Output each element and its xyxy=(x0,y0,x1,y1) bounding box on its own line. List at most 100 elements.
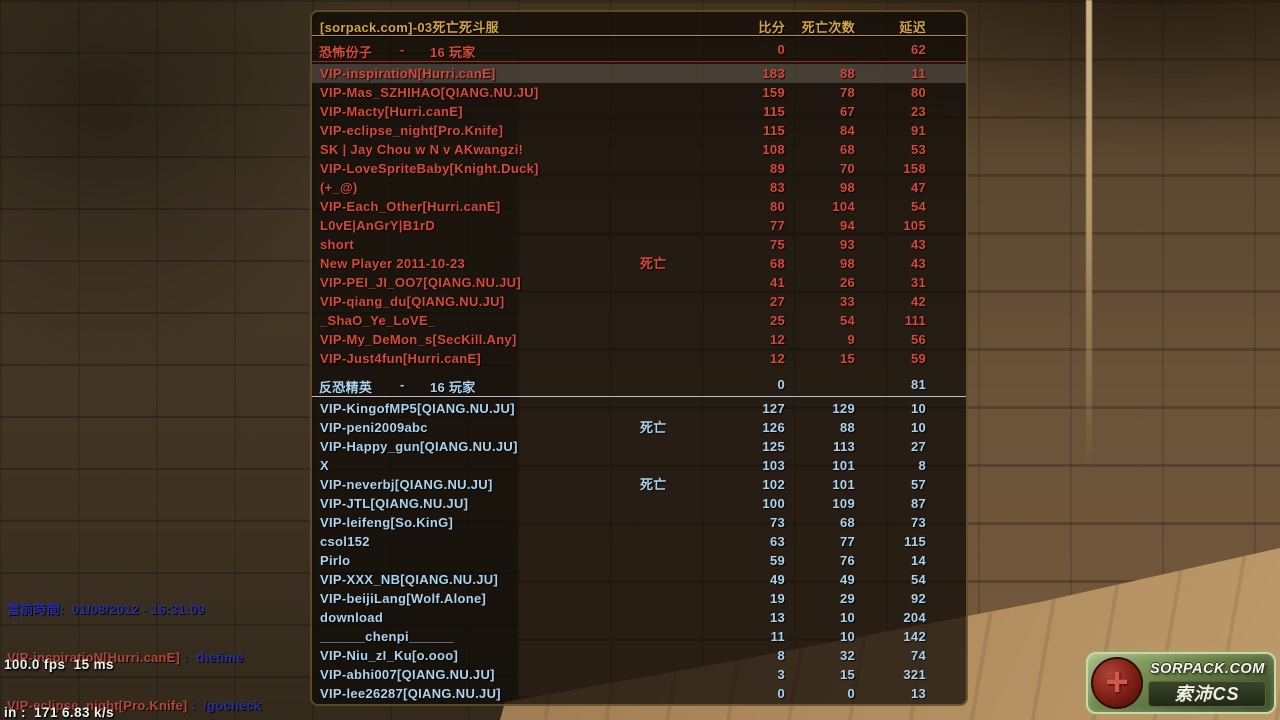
player-row[interactable]: _ShaO_Ye_LoVE_ 25 54 111 xyxy=(312,311,966,330)
player-latency: 92 xyxy=(910,591,926,606)
sorpack-watermark: + SORPACK.COM 索沛CS xyxy=(1086,652,1276,714)
player-name: VIP-eclipse_night[Pro.Knife] xyxy=(320,123,504,138)
sorpack-cn-band: 索沛CS xyxy=(1148,681,1266,707)
player-name: VIP-Macty[Hurri.canE] xyxy=(320,104,463,119)
player-row[interactable]: VIP-leifeng[So.KinG] 73 68 73 xyxy=(312,513,966,532)
team-section-counter-terrorists: 反恐精英 - 16 玩家 0 81 VIP-KingofMP5[QIANG.NU… xyxy=(312,377,966,703)
player-row[interactable]: L0vE|AnGrY|B1rD 77 94 105 xyxy=(312,216,966,235)
sorpack-cn-label: 索沛CS xyxy=(1174,684,1240,704)
player-name: X xyxy=(320,458,329,473)
player-row[interactable]: VIP-Each_Other[Hurri.canE] 80 104 54 xyxy=(312,197,966,216)
player-latency: 43 xyxy=(910,256,926,271)
player-name: VIP-Each_Other[Hurri.canE] xyxy=(320,199,501,214)
player-row[interactable]: VIP-peni2009abc 死亡 126 88 10 xyxy=(312,418,966,437)
player-name: Pirlo xyxy=(320,553,351,568)
player-row[interactable]: csol152 63 77 115 xyxy=(312,532,966,551)
dead-status-label: 死亡 xyxy=(640,477,667,492)
player-score: 126 xyxy=(762,420,785,435)
player-row[interactable]: X 103 101 8 xyxy=(312,456,966,475)
team-dash: - xyxy=(400,42,405,57)
player-score: 83 xyxy=(769,180,785,195)
player-latency: 47 xyxy=(910,180,926,195)
player-row[interactable]: short 75 93 43 xyxy=(312,235,966,254)
team-section-terrorists: 恐怖份子 - 16 玩家 0 62 VIP-inspiratioN[Hurri.… xyxy=(312,42,966,368)
player-latency: 105 xyxy=(903,218,926,233)
player-row[interactable]: VIP-qiang_du[QIANG.NU.JU] 27 33 42 xyxy=(312,292,966,311)
team-header: 反恐精英 - 16 玩家 0 81 xyxy=(312,377,966,395)
player-row[interactable]: SK | Jay Chou w N v AKwangzi! 108 68 53 xyxy=(312,140,966,159)
player-deaths: 98 xyxy=(839,180,855,195)
player-row[interactable]: (+_@) 83 98 47 xyxy=(312,178,966,197)
player-score: 8 xyxy=(777,648,785,663)
scoreboard-panel: [sorpack.com]-03死亡死斗服 比分 死亡次数 延迟 恐怖份子 - … xyxy=(310,10,968,706)
player-row[interactable]: ______chenpi______ 11 10 142 xyxy=(312,627,966,646)
chat-separator: : xyxy=(179,650,196,665)
player-name: VIP-lee26287[QIANG.NU.JU] xyxy=(320,686,501,701)
player-latency: 10 xyxy=(910,420,926,435)
player-row[interactable]: VIP-abhi007[QIANG.NU.JU] 3 15 321 xyxy=(312,665,966,684)
player-latency: 59 xyxy=(910,351,926,366)
player-latency: 80 xyxy=(910,85,926,100)
player-score: 12 xyxy=(769,351,785,366)
player-latency: 73 xyxy=(910,515,926,530)
player-deaths: 15 xyxy=(839,667,855,682)
player-row[interactable]: VIP-beijiLang[Wolf.Alone] 19 29 92 xyxy=(312,589,966,608)
player-row[interactable]: VIP-Niu_zI_Ku[o.ooo] 8 32 74 xyxy=(312,646,966,665)
team-name: 反恐精英 xyxy=(319,380,373,395)
player-latency: 11 xyxy=(911,66,926,81)
player-row[interactable]: VIP-neverbj[QIANG.NU.JU] 死亡 102 101 57 xyxy=(312,475,966,494)
team-players-list: VIP-inspiratioN[Hurri.canE] 183 88 11 VIP-Ma… xyxy=(312,64,966,368)
player-score: 73 xyxy=(769,515,785,530)
player-score: 115 xyxy=(763,104,785,119)
player-row[interactable]: download 13 10 204 xyxy=(312,608,966,627)
player-row[interactable]: VIP-PEI_JI_OO7[QIANG.NU.JU] 41 26 31 xyxy=(312,273,966,292)
player-row[interactable]: VIP-eclipse_night[Pro.Knife] 115 84 91 xyxy=(312,121,966,140)
player-name: VIP-LoveSpriteBaby[Knight.Duck] xyxy=(320,161,539,176)
player-name: VIP-Happy_gun[QIANG.NU.JU] xyxy=(320,439,518,454)
player-row[interactable]: VIP-XXX_NB[QIANG.NU.JU] 49 49 54 xyxy=(312,570,966,589)
player-deaths: 88 xyxy=(839,420,855,435)
team-latency: 62 xyxy=(910,42,926,57)
player-name: short xyxy=(320,237,354,252)
player-latency: 115 xyxy=(904,534,926,549)
header-divider xyxy=(312,35,966,36)
player-deaths: 77 xyxy=(839,534,855,549)
player-score: 19 xyxy=(769,591,785,606)
player-score: 68 xyxy=(769,256,785,271)
server-title: [sorpack.com]-03死亡死斗服 xyxy=(320,20,499,35)
player-latency: 321 xyxy=(903,667,926,682)
player-row[interactable]: VIP-Just4fun[Hurri.canE] 12 15 59 xyxy=(312,349,966,368)
player-deaths: 10 xyxy=(839,629,855,644)
player-latency: 23 xyxy=(910,104,926,119)
player-row[interactable]: VIP-Happy_gun[QIANG.NU.JU] 125 113 27 xyxy=(312,437,966,456)
player-score: 75 xyxy=(769,237,785,252)
player-name: ______chenpi______ xyxy=(320,629,455,644)
player-score: 103 xyxy=(762,458,785,473)
player-name: csol152 xyxy=(320,534,370,549)
player-row[interactable]: Pirlo 59 76 14 xyxy=(312,551,966,570)
player-row[interactable]: VIP-inspiratioN[Hurri.canE] 183 88 11 xyxy=(312,64,966,83)
team-divider xyxy=(312,61,966,62)
player-latency: 13 xyxy=(910,686,926,701)
player-score: 127 xyxy=(762,401,785,416)
player-row[interactable]: VIP-lee26287[QIANG.NU.JU] 0 0 13 xyxy=(312,684,966,703)
player-deaths: 67 xyxy=(839,104,855,119)
player-deaths: 32 xyxy=(839,648,855,663)
player-deaths: 68 xyxy=(839,515,855,530)
player-deaths: 49 xyxy=(839,572,855,587)
chat-area: 當前時間: 01/08/2012 - 16:31:09 VIP-inspirat… xyxy=(7,571,261,720)
player-row[interactable]: VIP-Macty[Hurri.canE] 115 67 23 xyxy=(312,102,966,121)
player-row[interactable]: VIP-JTL[QIANG.NU.JU] 100 109 87 xyxy=(312,494,966,513)
player-name: VIP-JTL[QIANG.NU.JU] xyxy=(320,496,469,511)
player-row[interactable]: New Player 2011-10-23 死亡 68 98 43 xyxy=(312,254,966,273)
chat-line-time: 當前時間: 01/08/2012 - 16:31:09 xyxy=(7,602,205,617)
player-row[interactable]: VIP-LoveSpriteBaby[Knight.Duck] 89 70 158 xyxy=(312,159,966,178)
player-row[interactable]: VIP-My_DeMon_s[SecKill.Any] 12 9 56 xyxy=(312,330,966,349)
player-deaths: 33 xyxy=(839,294,855,309)
scoreboard-header-row: [sorpack.com]-03死亡死斗服 比分 死亡次数 延迟 xyxy=(312,17,966,35)
player-name: VIP-inspiratioN[Hurri.canE] xyxy=(320,66,496,81)
player-row[interactable]: VIP-Mas_SZHIHAO[QIANG.NU.JU] 159 78 80 xyxy=(312,83,966,102)
team-dash: - xyxy=(400,377,405,392)
player-row[interactable]: VIP-KingofMP5[QIANG.NU.JU] 127 129 10 xyxy=(312,399,966,418)
player-name: VIP-neverbj[QIANG.NU.JU] xyxy=(320,477,493,492)
